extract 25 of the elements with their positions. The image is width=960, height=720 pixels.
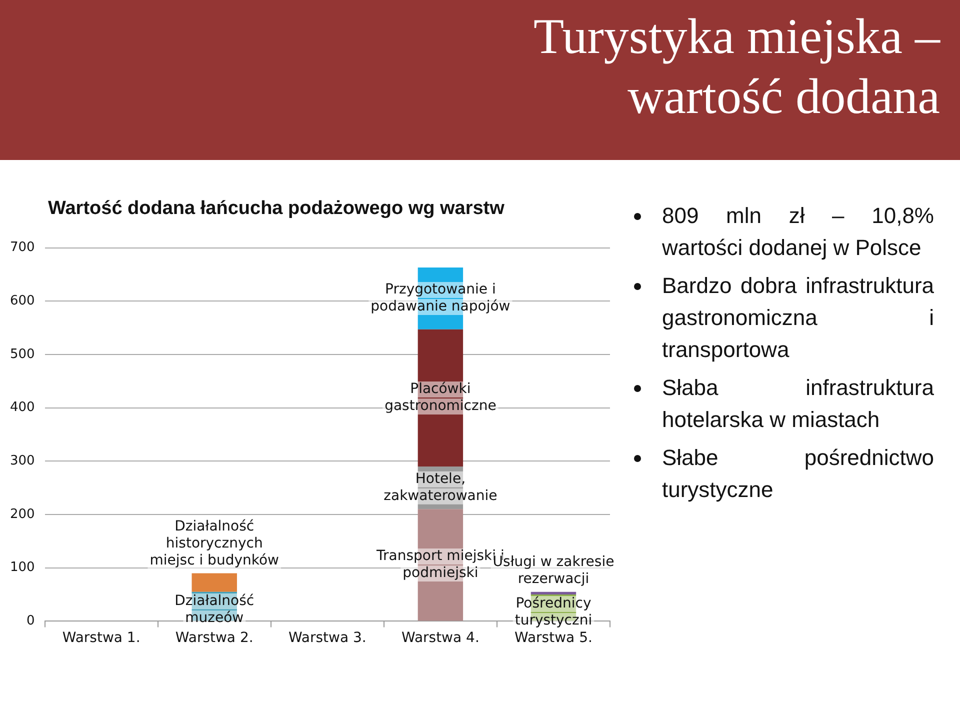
text: Bardzo dobra infrastruktura gastronomiczna i transportowa	[662, 272, 934, 364]
series-label: Placówki gastronomiczne	[384, 381, 496, 414]
y-tick-label: 500	[10, 346, 35, 362]
x-tick-label: Warstwa 5.	[514, 630, 592, 646]
y-tick-label: 600	[10, 294, 35, 309]
y-tick-label: 700	[10, 240, 35, 256]
y-tick-label: 300	[10, 454, 35, 469]
series-label: Przygotowanie i podawanie napojów	[370, 282, 510, 315]
x-tick-label: Warstwa 4.	[401, 630, 480, 646]
y-tick-label: 400	[10, 400, 35, 416]
text: 809 mln zł – 10,8% wartości dodanej w Polsce	[662, 202, 934, 262]
text: Turystyka miejska – wartość dodana	[532, 7, 940, 126]
x-tick-label: Warstwa 1.	[62, 630, 140, 646]
series-label: Działalność muzeów	[174, 593, 254, 626]
x-tick-label: Warstwa 3.	[288, 630, 366, 646]
y-tick-label: 100	[10, 560, 35, 576]
y-tick-label: 200	[10, 506, 35, 522]
y-tick-label: 0	[26, 614, 35, 629]
text: Słaba infrastruktura hotelarska w miastach	[662, 374, 934, 434]
x-tick-label: Warstwa 2.	[175, 630, 254, 646]
series-label: Hotele, zakwaterowanie	[384, 470, 498, 504]
chart-subtitle: Wartość dodana łańcucha podażowego wg warstw	[48, 198, 504, 220]
text: Słabe pośrednictwo turystyczne	[662, 444, 934, 504]
text: Działalność historycznych miejsc i budynków	[150, 518, 279, 568]
series-label: Pośrednicy turystyczni	[514, 596, 592, 629]
